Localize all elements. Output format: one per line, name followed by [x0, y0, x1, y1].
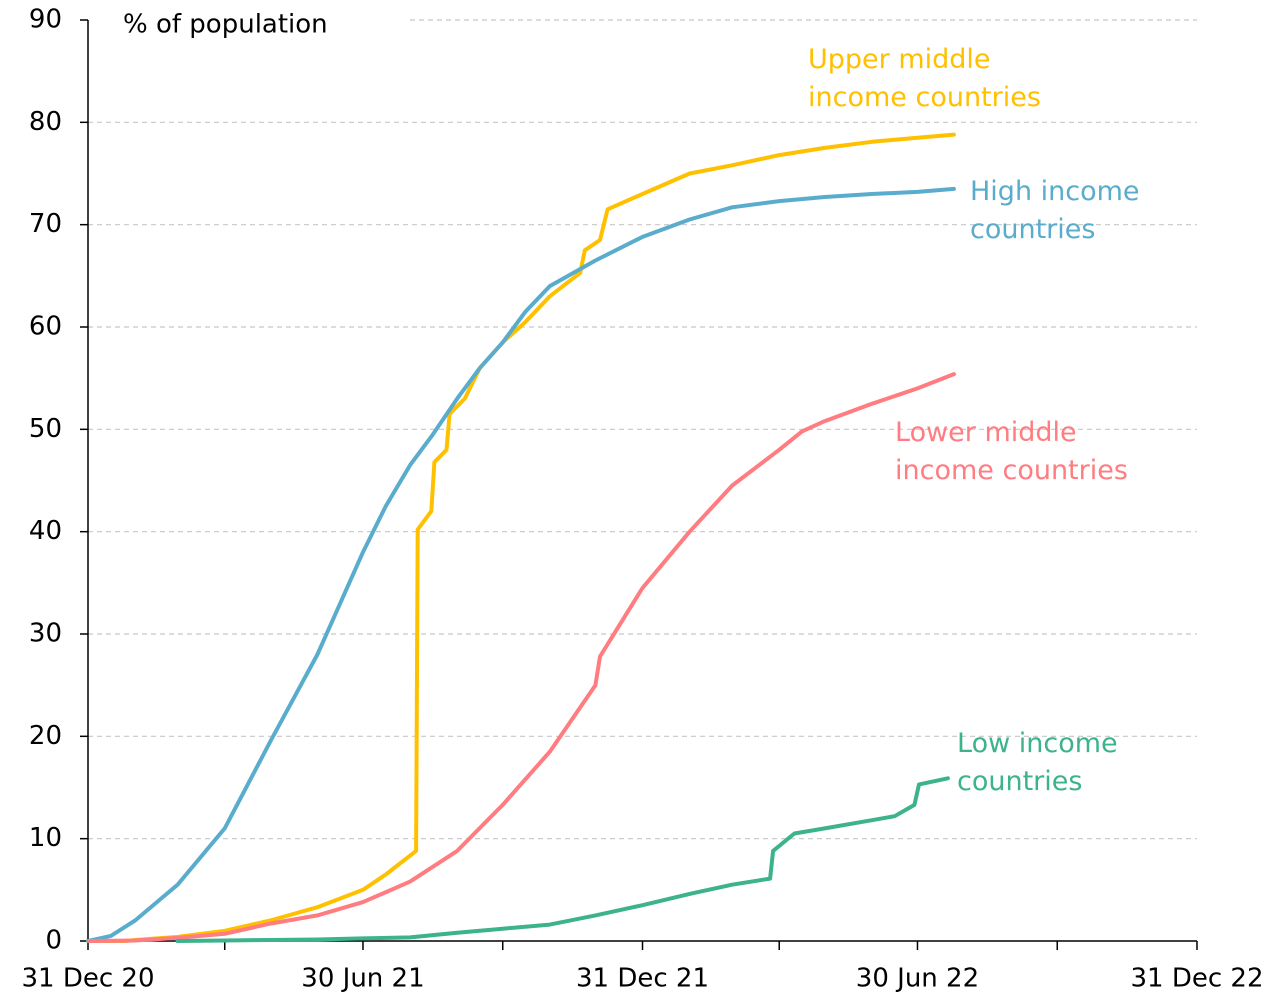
series-label-line: countries: [970, 214, 1095, 245]
x-tick-label: 31 Dec 21: [576, 964, 709, 994]
x-tick-label: 30 Jun 22: [856, 964, 979, 994]
y-tick-label: 10: [29, 823, 62, 853]
y-tick-label: 80: [29, 107, 62, 137]
series-label-line: income countries: [808, 82, 1041, 113]
x-tick-label: 31 Dec 22: [1130, 964, 1263, 994]
x-tick-label: 30 Jun 21: [301, 964, 424, 994]
series-label: Lower middle income countries: [895, 417, 1128, 486]
y-tick-label: 40: [29, 516, 62, 546]
series-line: [87, 372, 956, 943]
series-line: [175, 776, 950, 943]
series-label-line: income countries: [895, 455, 1128, 486]
series-label: High income countries: [970, 176, 1140, 245]
y-tick-label: 70: [29, 209, 62, 239]
series-label-line: Lower middle: [895, 417, 1077, 448]
series-label-line: High income: [970, 176, 1140, 207]
series-line: [86, 132, 956, 943]
series-label: Upper middle income countries: [808, 44, 1041, 113]
y-tick-label: 60: [29, 312, 62, 342]
y-tick-label: 0: [45, 926, 62, 956]
series-label-line: countries: [957, 766, 1082, 797]
series-label: Low income countries: [957, 728, 1118, 797]
series-label-line: Upper middle: [808, 44, 991, 75]
y-axis-label: % of population: [123, 10, 328, 40]
series-label-line: Low income: [957, 728, 1118, 759]
series-line: [86, 186, 956, 943]
y-tick-label: 20: [29, 721, 62, 751]
y-tick-label: 90: [29, 5, 62, 35]
y-tick-label: 30: [29, 619, 62, 649]
y-tick-label: 50: [29, 414, 62, 444]
x-tick-label: 31 Dec 20: [21, 964, 154, 994]
